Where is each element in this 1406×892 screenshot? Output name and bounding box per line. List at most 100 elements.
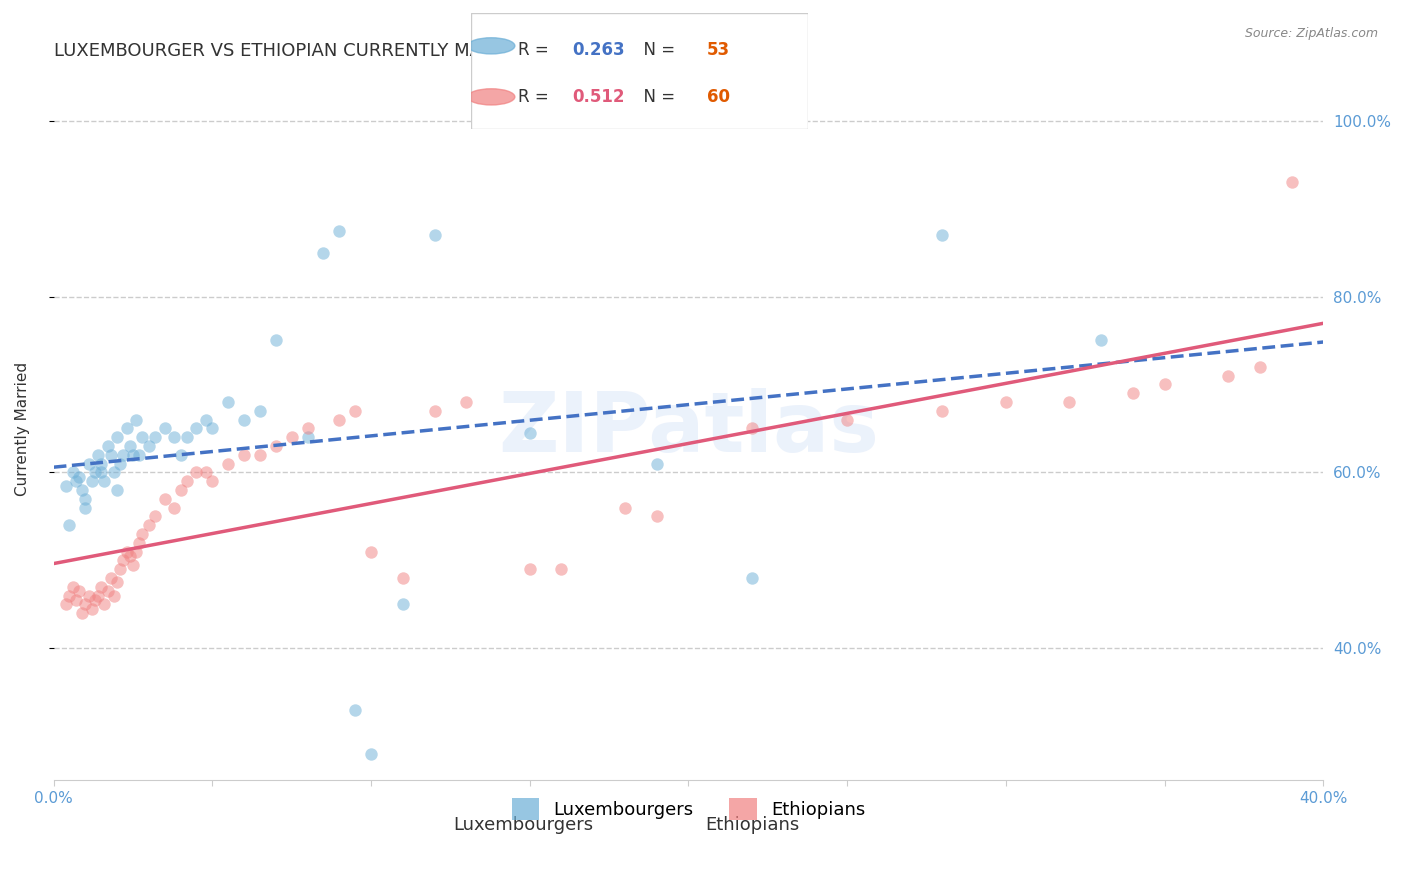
Point <box>1249 359 1271 374</box>
Point <box>344 404 367 418</box>
Point <box>249 404 271 418</box>
Point <box>423 404 446 418</box>
Point <box>163 430 186 444</box>
Point <box>128 536 150 550</box>
Point <box>233 448 256 462</box>
Point <box>297 421 319 435</box>
Point <box>110 457 132 471</box>
Text: ZIPatlas: ZIPatlas <box>498 388 879 469</box>
Point <box>58 518 80 533</box>
Point <box>391 598 413 612</box>
Point <box>519 425 541 440</box>
Text: N =: N = <box>633 88 681 106</box>
Point <box>391 571 413 585</box>
Text: N =: N = <box>633 42 681 60</box>
Point <box>613 500 636 515</box>
Text: 0.512: 0.512 <box>572 88 624 106</box>
Point <box>70 606 93 620</box>
Point <box>115 544 138 558</box>
Point <box>110 562 132 576</box>
Point <box>75 491 97 506</box>
Point <box>77 589 100 603</box>
Point <box>100 448 122 462</box>
Point <box>169 483 191 497</box>
Point <box>176 475 198 489</box>
Point <box>1281 175 1303 189</box>
Point <box>249 448 271 462</box>
Point <box>105 430 128 444</box>
Point <box>65 593 87 607</box>
Point <box>1059 395 1081 409</box>
Point <box>233 412 256 426</box>
Point <box>344 703 367 717</box>
Text: Luxembourgers: Luxembourgers <box>453 815 593 834</box>
Point <box>153 421 176 435</box>
Point <box>264 439 287 453</box>
Point <box>201 421 224 435</box>
Point <box>115 421 138 435</box>
Point <box>994 395 1017 409</box>
Point <box>138 439 160 453</box>
Point <box>90 457 112 471</box>
Point <box>645 509 668 524</box>
Point <box>62 580 84 594</box>
Point <box>67 584 90 599</box>
Legend: Luxembourgers, Ethiopians: Luxembourgers, Ethiopians <box>505 791 873 828</box>
Point <box>217 395 239 409</box>
Point <box>90 580 112 594</box>
Point <box>519 562 541 576</box>
Circle shape <box>468 37 515 54</box>
Point <box>328 223 350 237</box>
Point <box>118 549 141 563</box>
Point <box>931 404 953 418</box>
Point <box>931 227 953 242</box>
Point <box>90 466 112 480</box>
Point <box>105 483 128 497</box>
Circle shape <box>468 89 515 105</box>
Point <box>1122 386 1144 401</box>
Point <box>112 553 135 567</box>
FancyBboxPatch shape <box>471 13 808 129</box>
Point <box>143 509 166 524</box>
Text: 0.263: 0.263 <box>572 42 624 60</box>
Point <box>103 589 125 603</box>
Point <box>105 575 128 590</box>
Point <box>122 448 145 462</box>
Y-axis label: Currently Married: Currently Married <box>15 361 30 496</box>
Point <box>87 589 110 603</box>
Point <box>1216 368 1239 383</box>
Point <box>186 421 208 435</box>
Point <box>186 466 208 480</box>
Text: LUXEMBOURGER VS ETHIOPIAN CURRENTLY MARRIED CORRELATION CHART: LUXEMBOURGER VS ETHIOPIAN CURRENTLY MARR… <box>53 42 738 60</box>
Text: R =: R = <box>519 42 554 60</box>
Point <box>143 430 166 444</box>
Point <box>97 584 120 599</box>
Point <box>837 412 859 426</box>
Text: 53: 53 <box>707 42 730 60</box>
Point <box>169 448 191 462</box>
Point <box>741 421 763 435</box>
Point <box>1090 334 1112 348</box>
Point <box>423 227 446 242</box>
Point <box>118 439 141 453</box>
Point <box>87 448 110 462</box>
Point <box>163 500 186 515</box>
Point <box>125 412 148 426</box>
Point <box>62 466 84 480</box>
Point <box>125 544 148 558</box>
Point <box>103 466 125 480</box>
Point <box>128 448 150 462</box>
Point <box>80 475 103 489</box>
Point <box>77 457 100 471</box>
Point <box>194 412 217 426</box>
Point <box>83 593 105 607</box>
Point <box>58 589 80 603</box>
Point <box>80 601 103 615</box>
Point <box>264 334 287 348</box>
Point <box>456 395 478 409</box>
Point <box>112 448 135 462</box>
Point <box>1153 377 1175 392</box>
Text: 60: 60 <box>707 88 730 106</box>
Point <box>75 598 97 612</box>
Point <box>67 470 90 484</box>
